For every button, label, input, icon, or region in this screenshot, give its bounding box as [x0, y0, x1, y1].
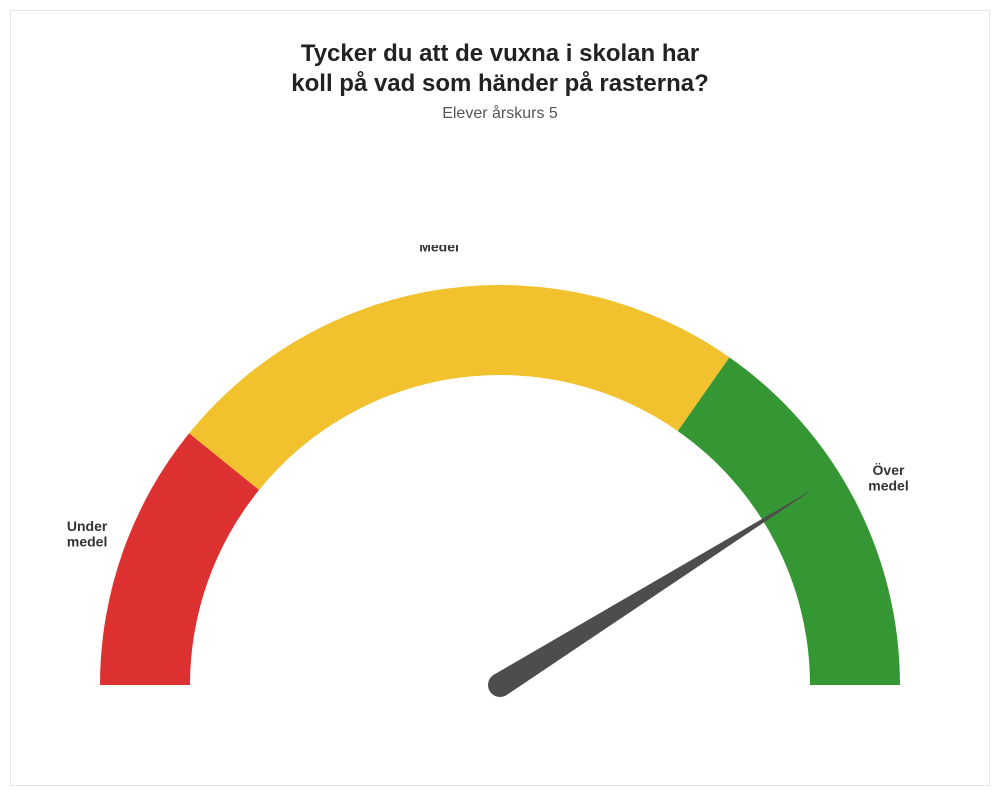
chart-title: Tycker du att de vuxna i skolan har koll… [11, 39, 989, 99]
gauge-segment-label-2: Övermedel [868, 462, 908, 493]
gauge-needle [494, 489, 814, 695]
gauge-segment-label-1: Medel [419, 245, 459, 254]
gauge-chart: Undermedel Medel Övermedel [60, 245, 940, 745]
chart-card: Tycker du att de vuxna i skolan har koll… [10, 10, 990, 786]
gauge-segment-2 [678, 357, 900, 685]
gauge-needle-hub [488, 673, 512, 697]
chart-subtitle: Elever årskurs 5 [11, 105, 989, 123]
chart-title-line1: Tycker du att de vuxna i skolan har [301, 40, 699, 67]
chart-title-line2: koll på vad som händer på rasterna? [291, 70, 708, 97]
gauge-container: Undermedel Medel Övermedel [11, 245, 989, 745]
gauge-segment-0 [100, 433, 259, 685]
gauge-segment-label-0: Undermedel [67, 518, 108, 549]
gauge-segment-1 [189, 285, 729, 490]
